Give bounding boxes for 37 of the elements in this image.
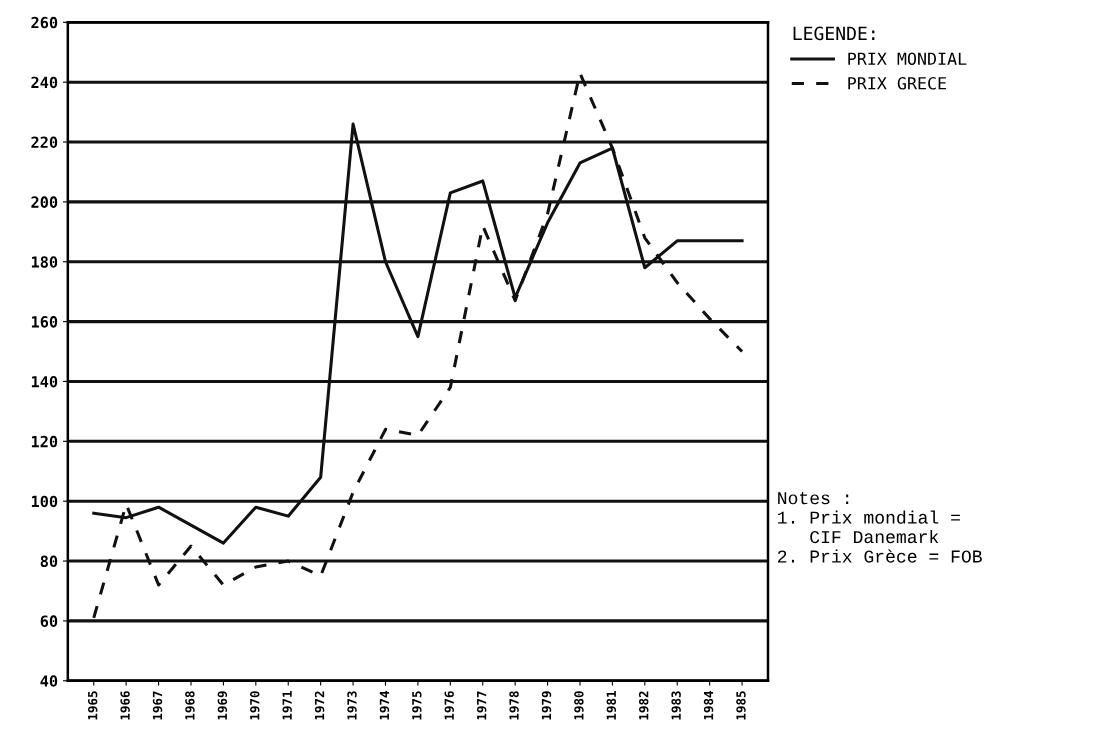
y-tick-label: 60 [40, 615, 58, 627]
y-tick-label: 220 [31, 136, 58, 149]
x-tick-label: 1965 [87, 691, 98, 720]
y-tick-label: 80 [40, 555, 58, 568]
x-tick-label: 1969 [217, 691, 228, 720]
y-tick-label: 240 [31, 76, 58, 89]
y-tick-label: 260 [31, 16, 58, 29]
x-tick-label: 1979 [541, 691, 552, 720]
x-tick-label: 1970 [250, 691, 260, 720]
x-tick-label: 1977 [476, 691, 487, 720]
y-tick-label: 120 [31, 435, 58, 448]
y-tick-label: 140 [31, 375, 58, 388]
y-tick-label: 160 [31, 316, 58, 328]
x-tick-label: 1982 [638, 691, 649, 720]
y-tick-label: 40 [40, 675, 58, 687]
x-tick-label: 1971 [282, 691, 292, 720]
x-tick-label: 1972 [314, 691, 325, 720]
x-tick-label: 1974 [379, 691, 390, 720]
text: Notes : 1. Prix mondial = CIF Danemark 2. Prix Grèce = FOB [778, 492, 982, 563]
legend-label: PRIX MONDIAL [848, 52, 967, 66]
x-tick-label: 1968 [185, 691, 195, 720]
x-tick-label: 1984 [703, 691, 714, 720]
x-tick-label: 1983 [671, 691, 681, 720]
x-tick-label: 1967 [152, 691, 163, 720]
x-tick-label: 1976 [444, 691, 455, 720]
x-tick-label: 1978 [509, 691, 519, 720]
x-tick-label: 1966 [120, 691, 130, 720]
legend-label: PRIX GRECE [848, 77, 947, 90]
legend-title: LEGENDE: [793, 26, 875, 41]
y-tick-label: 200 [31, 196, 58, 208]
y-tick-label: 100 [31, 495, 58, 508]
x-tick-label: 1981 [606, 691, 617, 720]
x-tick-label: 1973 [347, 691, 357, 720]
y-tick-label: 180 [31, 256, 58, 268]
x-tick-label: 1985 [736, 691, 746, 720]
x-tick-label: 1975 [412, 691, 422, 720]
x-tick-label: 1980 [574, 691, 584, 720]
